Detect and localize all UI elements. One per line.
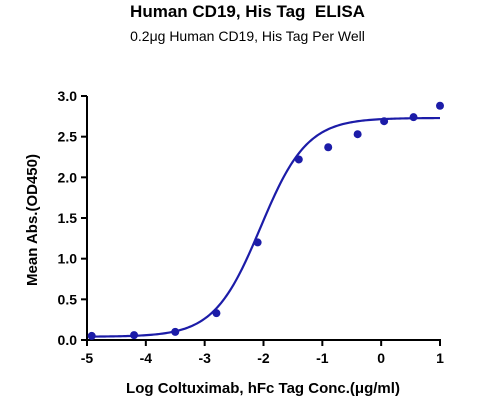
data-point xyxy=(130,331,139,340)
data-point xyxy=(436,101,444,110)
data-point xyxy=(87,331,96,340)
y-tick-label: 2.5 xyxy=(58,129,78,145)
x-tick-label: -5 xyxy=(81,350,94,366)
x-tick-label: -1 xyxy=(316,350,329,366)
data-point xyxy=(294,155,303,164)
x-tick-label: -2 xyxy=(257,350,270,366)
x-tick-label: -4 xyxy=(140,350,153,366)
x-tick-label: 0 xyxy=(377,350,385,366)
fit-curve-layer xyxy=(92,116,440,338)
x-axis-title: Log Coltuximab, hFc Tag Conc.(μg/ml) xyxy=(126,380,400,397)
data-point xyxy=(353,130,362,139)
y-tick-label: 2.0 xyxy=(58,169,78,185)
y-tick-label: 1.0 xyxy=(58,251,78,267)
axes: 0.0 0.5 1.0 1.5 2.0 2.5 3.0 -5 -4 -3 -2 -1 0 1 xyxy=(58,88,445,366)
y-tick-label: 0.0 xyxy=(58,332,78,348)
data-point xyxy=(324,143,333,152)
x-tick-label: -3 xyxy=(198,350,211,366)
y-tick-label: 3.0 xyxy=(58,88,78,104)
chart-title: Human CD19, His Tag ELISA xyxy=(130,2,365,21)
data-point xyxy=(253,238,262,247)
y-tick-label: 0.5 xyxy=(58,291,78,307)
data-point xyxy=(380,117,389,126)
data-points-layer xyxy=(87,101,444,340)
fit-curve xyxy=(92,116,440,338)
x-tick-label: 1 xyxy=(436,350,444,366)
chart-subtitle: 0.2μg Human CD19, His Tag Per Well xyxy=(130,28,365,44)
data-point xyxy=(409,113,418,122)
data-point xyxy=(171,327,180,336)
y-tick-label: 1.5 xyxy=(58,210,78,226)
data-point xyxy=(212,309,221,318)
y-axis-title: Mean Abs.(OD450) xyxy=(24,154,41,286)
